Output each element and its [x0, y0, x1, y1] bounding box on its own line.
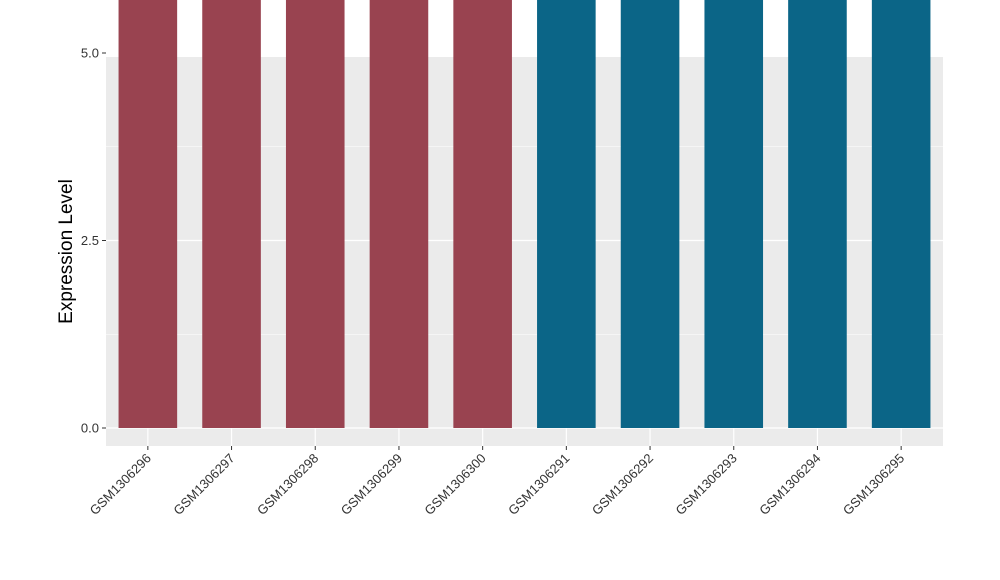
x-tick-label: GSM1306296 [87, 451, 154, 518]
bar [788, 0, 847, 428]
y-tick-label: 0.0 [81, 421, 99, 436]
bars [118, 0, 931, 428]
x-tick-label: GSM1306293 [673, 451, 740, 518]
x-tick-label: GSM1306298 [254, 451, 321, 518]
x-tick-label: GSM1306292 [589, 451, 656, 518]
bar [202, 0, 261, 428]
bar [285, 0, 345, 428]
bar [537, 0, 596, 428]
x-tick-label: GSM1306291 [505, 451, 572, 518]
bar [620, 0, 680, 428]
x-tick-label: GSM1306300 [421, 451, 488, 518]
bar [704, 0, 764, 428]
x-tick-label: GSM1306299 [338, 451, 405, 518]
x-axis: GSM1306296 GSM1306297 GSM1306298 GSM1306299… [87, 446, 907, 518]
y-tick-label: 2.5 [81, 233, 99, 248]
x-tick-label: GSM1306294 [756, 451, 823, 518]
x-tick-label: GSM1306295 [840, 451, 907, 518]
x-tick-label: GSM1306297 [170, 451, 237, 518]
bar [453, 0, 512, 428]
y-axis: 0.02.55.07.5 [81, 46, 106, 436]
bar [369, 0, 429, 428]
bar [871, 0, 931, 428]
y-tick-label: 5.0 [81, 46, 99, 61]
y-axis-title: Expression Level [56, 179, 77, 324]
bar [118, 0, 178, 428]
